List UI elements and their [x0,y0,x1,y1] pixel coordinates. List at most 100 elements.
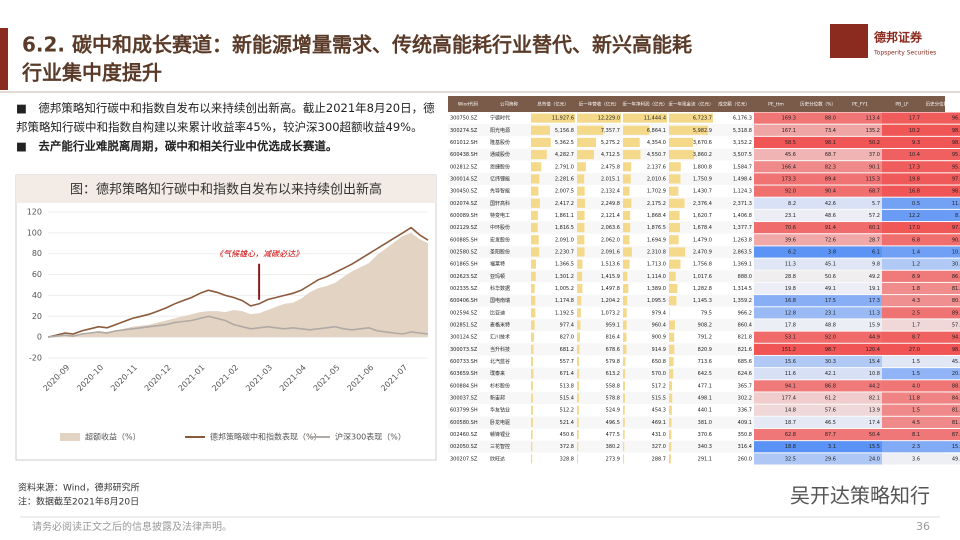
table-bar [669,296,677,306]
table-cell: 600089.SH [450,213,478,219]
table-cell: 6,723.7 [693,116,712,122]
table-cell: 2,863.5 [733,249,752,255]
table-heat [838,209,882,222]
table-cell: 11,444.4 [644,116,666,122]
table-cell: 002580.SZ [450,249,478,255]
table-heat [922,355,960,368]
table-cell: 12,229.0 [598,116,620,122]
table-bar [623,393,625,403]
table-cell: 002851.SZ [450,323,478,329]
table-heat [922,441,960,453]
table-heat [882,136,922,149]
table-heat [882,246,922,258]
table-cell: 45.6 [785,152,796,158]
table-cell: 30.3 [825,359,836,365]
table-cell: 14.8 [785,408,796,414]
chart-title-bg [16,175,436,203]
table-heat [798,404,838,416]
table-cell: 6.8 [912,237,920,243]
table-bar [577,271,583,281]
table-cell: 1,713.0 [647,262,666,268]
table-header: 近一年营收（亿元） [579,101,620,108]
table-heat [922,392,960,404]
table-cell: 三花智控 [490,443,510,450]
table-bar [623,454,625,464]
table-bar [531,320,535,330]
table-bar [531,247,540,257]
table-bar [577,247,585,257]
table-heat [922,124,960,136]
bullet-text: 德邦策略知行碳中和指数自发布以来持续创出新高。截止2021年8月20日，德邦策略… [16,101,435,134]
table-cell: 49.2 [869,274,880,280]
table-bar [577,332,580,342]
table-heat [798,136,838,149]
table-cell: 2,062.0 [601,237,620,243]
table-cell: 900.9 [652,335,666,341]
table-bar [669,162,681,172]
table-bar [623,150,641,160]
table-cell: 亚玛顿 [490,273,505,280]
table-cell: 600580.SH [450,420,478,426]
table-heat [882,404,922,416]
table-bar [669,113,713,123]
table-heat [922,258,960,270]
table-heat [798,222,838,234]
table-cell: 亿纬锂能 [490,175,510,182]
table-cell: 5,362.5 [555,140,574,146]
table-cell: 15.5 [869,444,880,450]
table-cell: 600884.SH [450,383,478,389]
table-cell: 2,475.8 [601,164,620,170]
table-bar [623,174,631,184]
table-bar [531,393,533,403]
table-cell: 327.0 [652,444,666,450]
y-tick-label: 80 [32,249,42,258]
table-heat [798,161,838,173]
table-heat [798,453,838,465]
table-cell: 2,063.6 [601,225,620,231]
bullet: ■ 德邦策略知行碳中和指数自发布以来持续创出新高。截止2021年8月20日，德邦… [16,101,435,134]
table-bar [577,429,579,440]
table-cell: 977.4 [560,323,574,329]
table-header-bg [448,96,945,112]
table-bar [623,125,650,135]
table-heat [882,197,922,209]
table-heat [798,197,838,209]
table-bar [669,235,679,245]
table-cell: 2,310.8 [647,249,666,255]
table-cell: 1,678.4 [693,225,712,231]
table-bar [531,125,551,135]
table-heat [754,416,798,428]
table-cell: 3.6 [912,456,920,462]
table-cell: 1,702.9 [647,189,666,195]
table-cell: 72.6 [825,237,836,243]
table-cell: 002074.SZ [450,201,478,207]
table-cell: 173.3 [782,176,796,182]
table-cell: 3,507.5 [733,152,752,158]
table-cell: 卧龙电驱 [490,419,510,426]
table-bar [577,381,580,391]
table-cell: 002129.SZ [450,225,478,231]
table-cell: 1.5 [912,371,920,377]
table-bar [669,442,672,452]
table-cell: 681.2 [560,347,574,353]
table-bar [531,259,537,269]
table-cell: 39.6 [785,237,796,243]
table-heat [798,368,838,380]
table-bar [669,369,674,379]
table-cell: 6,176.3 [733,116,752,122]
table-cell: 44.9 [869,335,880,341]
table-bar [623,271,628,281]
table-cell: 1.4 [912,249,920,255]
table-cell: 2,091.6 [601,249,620,255]
table-cell: 68.7 [869,189,880,195]
table-cell: 512.2 [560,408,574,414]
table-heat [838,282,882,295]
table-cell: 4.5 [912,420,920,426]
table-cell: 300037.SZ [450,396,478,402]
table-bar [623,320,627,330]
table-cell: 431.0 [652,432,666,438]
table-heat [754,124,798,136]
table-cell: 650.8 [652,359,666,365]
table-cell: 阳光电源 [490,127,510,134]
table-cell: 1,174.8 [555,298,574,304]
